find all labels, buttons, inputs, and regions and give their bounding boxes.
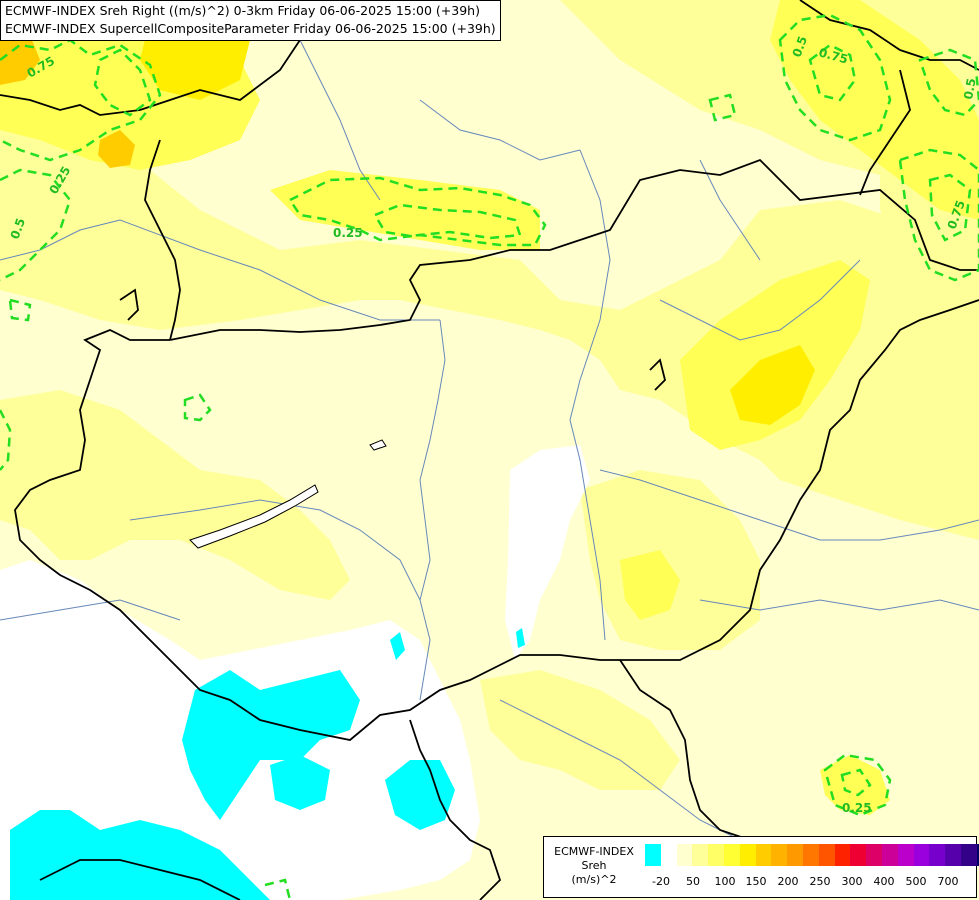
legend-swatch (818, 844, 835, 866)
legend-title-line: ECMWF-INDEX (554, 845, 634, 858)
legend-swatch (960, 844, 977, 866)
legend-tick-label: 250 (809, 875, 831, 888)
legend-tick-label: 50 (686, 875, 700, 888)
legend-swatch (929, 844, 946, 866)
legend-swatch (692, 844, 709, 866)
legend-swatch (771, 844, 788, 866)
legend-swatch (945, 844, 961, 866)
legend-unit: (m/s)^2 (571, 873, 617, 886)
legend-swatches (645, 844, 979, 866)
legend-swatch (755, 844, 772, 866)
legend-swatch (787, 844, 803, 866)
scp-contours (0, 13, 979, 900)
lake-outline (189, 484, 319, 549)
legend-tick-label: 500 (905, 875, 927, 888)
contour-label: 0.25 (333, 226, 363, 240)
rivers (0, 39, 979, 841)
lake-small (369, 439, 387, 451)
legend-tick-label: 200 (777, 875, 799, 888)
legend-swatch (850, 844, 867, 866)
legend-tick-label: 400 (873, 875, 895, 888)
legend-swatch (897, 844, 914, 866)
legend-title-line: Sreh (581, 859, 607, 872)
legend-swatch (802, 844, 819, 866)
legend-swatch (834, 844, 851, 866)
color-legend: ECMWF-INDEX Sreh (m/s)^2 -20 50 100 150 200 2… (543, 836, 979, 898)
legend-swatch (913, 844, 930, 866)
legend-tick-label: 100 (714, 875, 736, 888)
map-title: ECMWF-INDEX Sreh Right ((m/s)^2) 0-3km F… (0, 0, 501, 41)
legend-swatch (739, 844, 756, 866)
legend-swatch (881, 844, 898, 866)
legend-swatch (660, 844, 677, 866)
legend-ticks: -20 50 100 150 200 250 300 400 500 700 (645, 875, 975, 889)
contour-label: 0.5 (790, 34, 810, 59)
legend-swatch (723, 844, 740, 866)
title-line-scp: ECMWF-INDEX SupercellCompositeParameter … (5, 21, 496, 36)
title-line-sreh: ECMWF-INDEX Sreh Right ((m/s)^2) 0-3km F… (5, 3, 480, 18)
contour-label: 0.5 (8, 216, 28, 241)
legend-swatch (866, 844, 882, 866)
sreh-field-negative (10, 628, 525, 900)
legend-title: ECMWF-INDEX Sreh (m/s)^2 (548, 845, 640, 887)
legend-swatch (976, 844, 979, 866)
contour-label: 0.25 (842, 801, 872, 815)
legend-swatch (708, 844, 724, 866)
legend-tick-label: -20 (652, 875, 670, 888)
legend-swatch (676, 844, 693, 866)
legend-tick-label: 700 (937, 875, 959, 888)
legend-tick-label: 150 (745, 875, 767, 888)
legend-swatch (645, 844, 661, 866)
contour-label: 0.5 (961, 77, 978, 100)
legend-tick-label: 300 (841, 875, 863, 888)
